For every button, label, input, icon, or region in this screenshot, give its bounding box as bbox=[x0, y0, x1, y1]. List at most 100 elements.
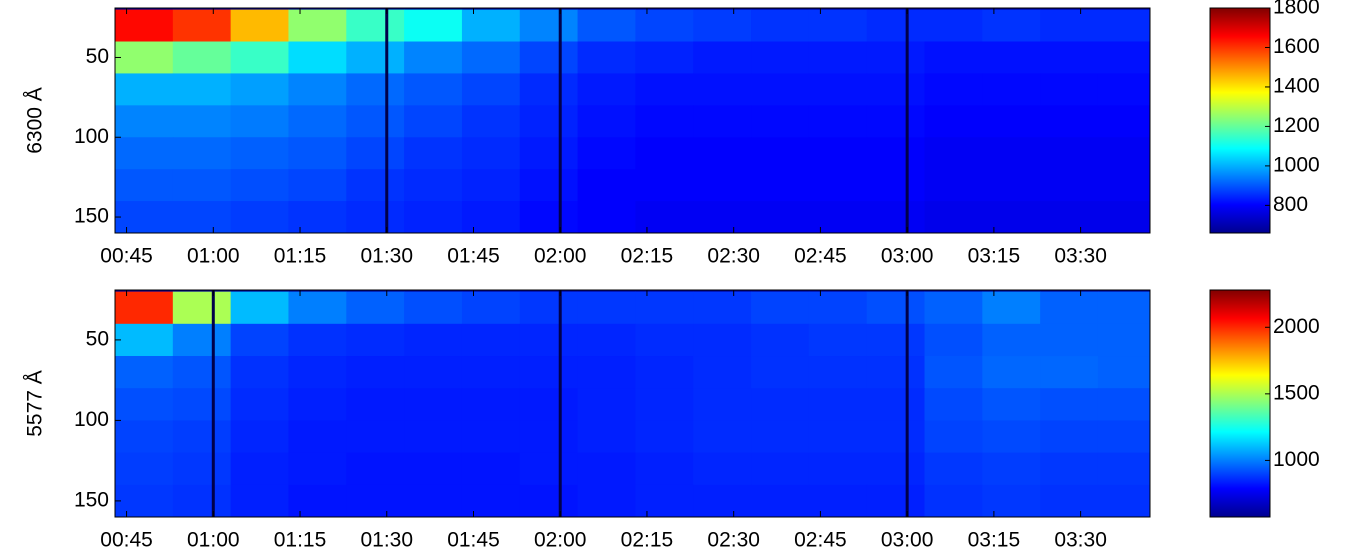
heat-cell bbox=[115, 9, 174, 43]
heat-cell bbox=[1097, 323, 1150, 357]
heat-cell bbox=[172, 291, 232, 325]
heat-cell bbox=[461, 169, 521, 202]
heat-cell bbox=[577, 323, 636, 357]
heat-cell bbox=[866, 41, 925, 74]
heat-cell bbox=[866, 356, 925, 389]
x-tick-label: 00:45 bbox=[100, 529, 153, 552]
x-tick-label: 03:30 bbox=[1054, 529, 1107, 552]
heat-cell bbox=[924, 420, 983, 454]
heat-cell bbox=[346, 9, 405, 43]
heat-cell bbox=[982, 169, 1041, 202]
heat-cell bbox=[461, 73, 521, 106]
heat-cell bbox=[577, 201, 636, 233]
heat-cell bbox=[230, 73, 289, 106]
heat-cell bbox=[172, 420, 232, 454]
x-tick-label: 02:45 bbox=[794, 245, 847, 268]
heat-cell bbox=[982, 73, 1041, 106]
heat-cell bbox=[808, 169, 868, 202]
heat-cell bbox=[1097, 420, 1150, 454]
x-tick-label: 01:00 bbox=[187, 529, 240, 552]
heat-cell bbox=[172, 484, 232, 517]
heat-cell bbox=[924, 169, 983, 202]
heat-cell bbox=[230, 388, 289, 421]
heat-cell bbox=[519, 356, 579, 389]
heat-cell bbox=[808, 484, 868, 517]
heat-cell bbox=[635, 41, 694, 74]
colorbar bbox=[1209, 289, 1271, 518]
heat-cell bbox=[751, 291, 810, 325]
heat-cell bbox=[982, 356, 1041, 389]
heat-cell bbox=[519, 452, 579, 486]
heat-cell bbox=[346, 452, 405, 486]
colorbar-tick-label: 2000 bbox=[1273, 315, 1320, 338]
x-tick-label: 03:00 bbox=[881, 245, 934, 268]
heat-cell bbox=[751, 201, 810, 233]
heat-cell bbox=[172, 388, 232, 421]
heat-cell bbox=[1040, 388, 1099, 421]
heat-cell bbox=[866, 291, 925, 325]
heat-cell bbox=[982, 388, 1041, 421]
x-tick-label: 02:30 bbox=[707, 245, 760, 268]
heat-cell bbox=[288, 484, 347, 517]
colorbar-tick-label: 1200 bbox=[1273, 114, 1320, 137]
heat-cell bbox=[1097, 291, 1150, 325]
heat-cell bbox=[924, 291, 983, 325]
heat-cell bbox=[288, 9, 347, 43]
heat-cell bbox=[693, 201, 752, 233]
heat-cell bbox=[924, 41, 983, 74]
heat-cell bbox=[1097, 356, 1150, 389]
heat-cell bbox=[461, 41, 521, 74]
x-tick-label: 02:15 bbox=[621, 529, 674, 552]
heat-cell bbox=[230, 420, 289, 454]
heat-cell bbox=[404, 323, 463, 357]
heat-cell bbox=[115, 452, 174, 486]
heat-cell bbox=[866, 9, 925, 43]
heat-cell bbox=[519, 137, 579, 170]
heat-cell bbox=[808, 420, 868, 454]
heat-cell bbox=[982, 201, 1041, 233]
heat-cell bbox=[751, 323, 810, 357]
heat-cell bbox=[1040, 41, 1099, 74]
heat-cell bbox=[693, 420, 752, 454]
heat-cell bbox=[808, 137, 868, 170]
heat-cell bbox=[808, 41, 868, 74]
heat-cell bbox=[404, 291, 463, 325]
heat-cell bbox=[635, 73, 694, 106]
heat-cell bbox=[1040, 169, 1099, 202]
heat-cell bbox=[519, 105, 579, 138]
heat-cell bbox=[577, 356, 636, 389]
heat-cell bbox=[924, 452, 983, 486]
heat-cell bbox=[346, 169, 405, 202]
heat-cell bbox=[1097, 41, 1150, 74]
heat-cell bbox=[635, 201, 694, 233]
heat-cell bbox=[519, 201, 579, 233]
heat-cell bbox=[924, 137, 983, 170]
heat-cell bbox=[404, 137, 463, 170]
heat-cell bbox=[924, 323, 983, 357]
heat-cell bbox=[288, 323, 347, 357]
heat-cell bbox=[404, 169, 463, 202]
heat-cell bbox=[635, 356, 694, 389]
heat-cell bbox=[172, 169, 232, 202]
heat-cell bbox=[461, 484, 521, 517]
heat-cell bbox=[172, 41, 232, 74]
heat-cell bbox=[635, 323, 694, 357]
heat-cell bbox=[577, 105, 636, 138]
heat-cell bbox=[982, 452, 1041, 486]
x-tick-label: 00:45 bbox=[100, 245, 153, 268]
heat-cell bbox=[808, 73, 868, 106]
heat-cell bbox=[693, 169, 752, 202]
heat-cell bbox=[693, 388, 752, 421]
colorbar-tick-label: 1500 bbox=[1273, 381, 1320, 404]
x-tick-label: 02:30 bbox=[707, 529, 760, 552]
x-tick-label: 03:00 bbox=[881, 529, 934, 552]
heat-cell bbox=[461, 137, 521, 170]
heat-cell bbox=[866, 484, 925, 517]
heat-cell bbox=[577, 420, 636, 454]
y-tick-label: 100 bbox=[74, 125, 109, 148]
heat-cell bbox=[1097, 388, 1150, 421]
heat-cell bbox=[982, 105, 1041, 138]
heat-cell bbox=[693, 73, 752, 106]
heat-cell bbox=[115, 201, 174, 233]
y-tick-label: 150 bbox=[74, 488, 109, 511]
